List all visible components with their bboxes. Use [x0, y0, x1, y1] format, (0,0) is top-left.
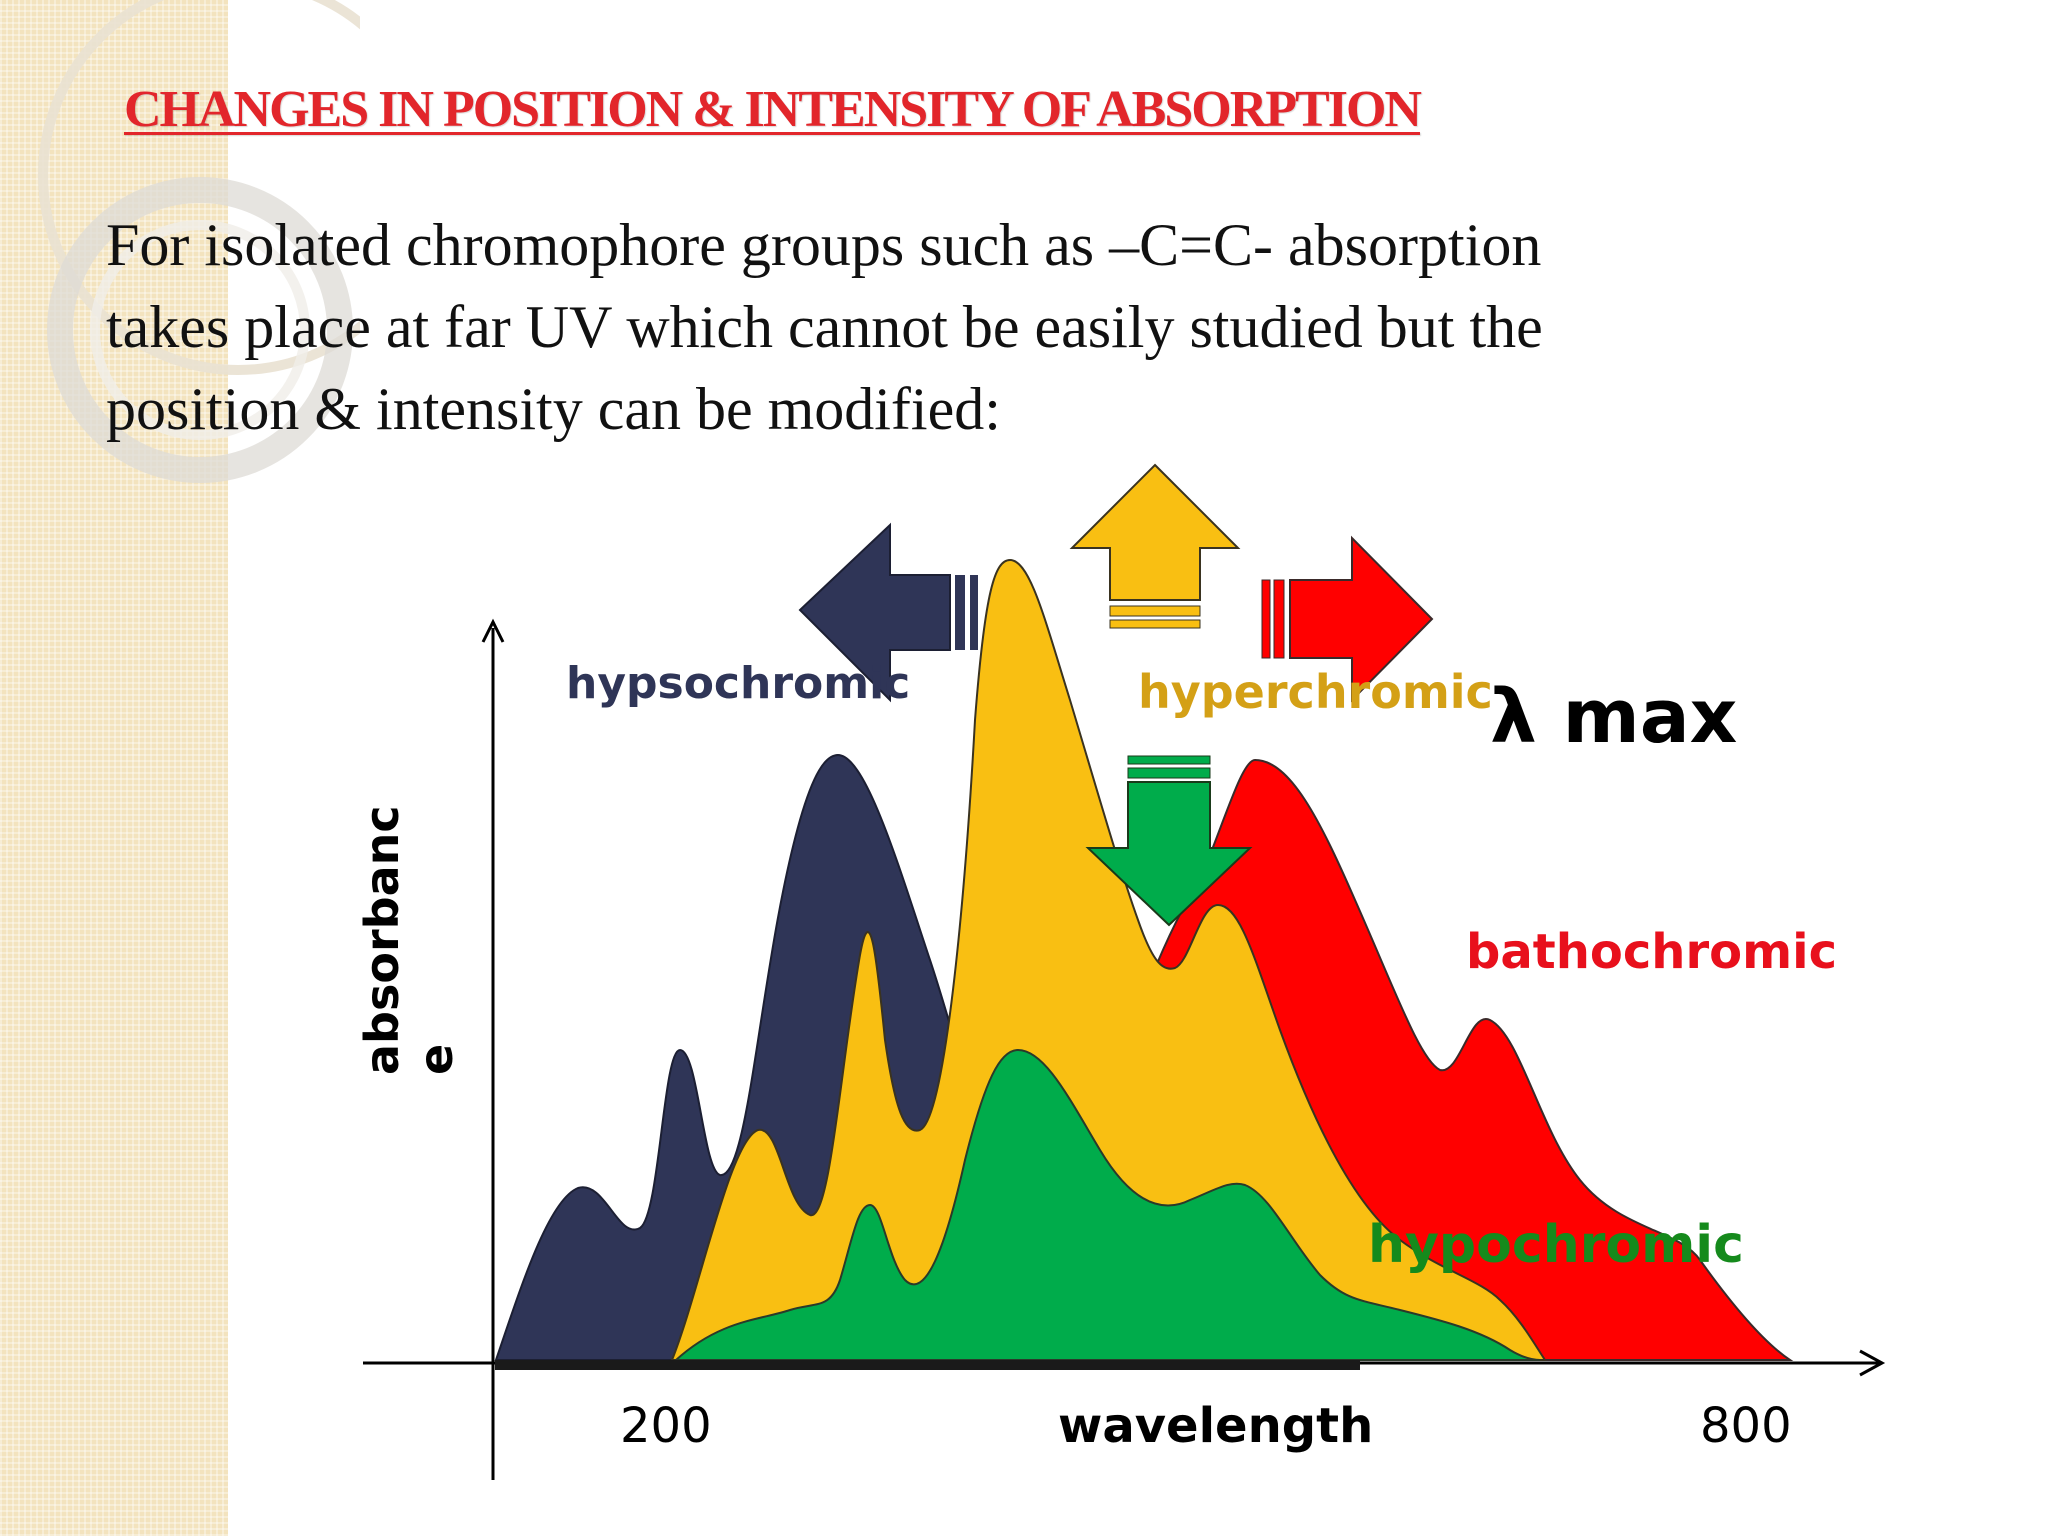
y-axis-label-line1: absorbanc	[355, 805, 409, 1075]
x-tick-200: 200	[620, 1398, 712, 1454]
baseline-strip	[495, 1360, 1360, 1370]
left-arrow-icon	[798, 522, 978, 703]
body-line-1: For isolated chromophore groups such as …	[106, 212, 1542, 278]
x-tick-800: 800	[1700, 1398, 1792, 1454]
hypochromic-spectrum-curve	[673, 1048, 1541, 1361]
x-axis-label: wavelength	[1058, 1398, 1373, 1454]
hypsochromic-label: hypsochromic	[566, 658, 910, 709]
body-line-3: position & intensity can be modified:	[106, 376, 1001, 442]
slide-body-text: For isolated chromophore groups such as …	[106, 204, 1826, 450]
lambda-max-label: λ max	[1490, 674, 1737, 760]
decorative-side-strip	[0, 0, 228, 1536]
down-arrow-icon	[1085, 755, 1253, 927]
up-arrow-icon	[1069, 463, 1241, 629]
bathochromic-label: bathochromic	[1466, 924, 1837, 980]
x-axis-arrowhead	[1859, 1349, 1886, 1377]
y-axis-arrowhead	[481, 618, 505, 643]
hypochromic-label: hypochromic	[1368, 1215, 1744, 1275]
y-axis-label-line2: e	[409, 1044, 463, 1075]
hyperchromic-spectrum-curve	[670, 558, 1547, 1361]
right-arrow-icon	[1261, 535, 1434, 703]
slide-title: CHANGES IN POSITION & INTENSITY OF ABSOR…	[124, 81, 1422, 138]
hyperchromic-label: hyperchromic	[1138, 665, 1493, 719]
body-line-2: takes place at far UV which cannot be ea…	[106, 294, 1543, 360]
decorative-swirl	[38, 0, 360, 483]
